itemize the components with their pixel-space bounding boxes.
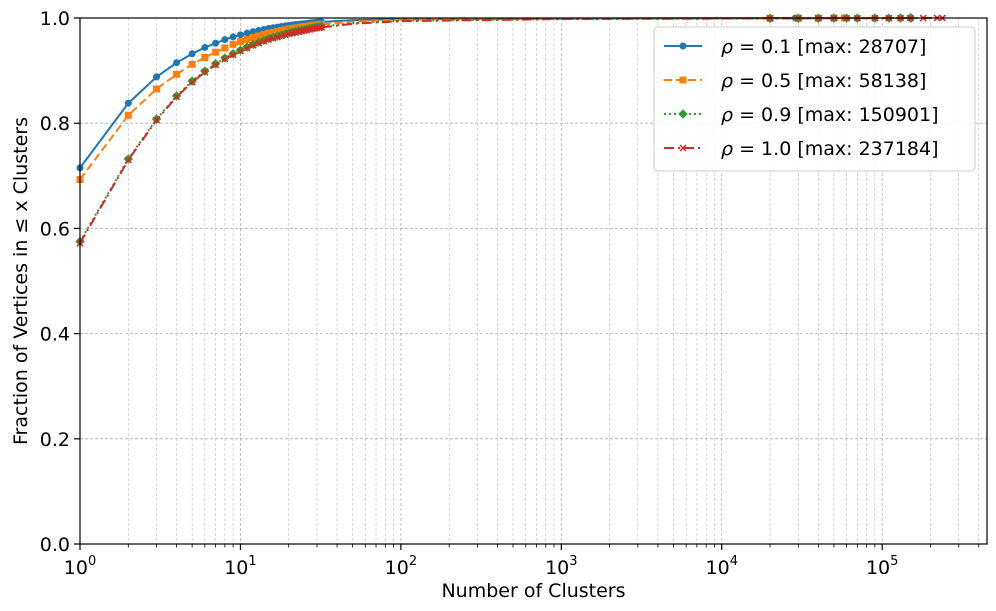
legend-marker bbox=[679, 42, 687, 50]
x-axis-label: Number of Clusters bbox=[441, 580, 625, 602]
data-point bbox=[153, 73, 161, 81]
data-point bbox=[236, 31, 244, 39]
data-point bbox=[212, 39, 220, 47]
data-point bbox=[188, 60, 196, 68]
data-point bbox=[124, 156, 132, 164]
legend-marker bbox=[679, 144, 687, 152]
data-point bbox=[221, 36, 229, 44]
data-point bbox=[236, 38, 244, 46]
data-point bbox=[212, 48, 220, 56]
data-point bbox=[243, 29, 251, 37]
data-point bbox=[255, 39, 263, 47]
data-point bbox=[173, 93, 181, 101]
x-tick-label: 102 bbox=[385, 554, 417, 579]
data-point bbox=[229, 40, 237, 48]
legend-label: ρ = 0.9 [max: 150901] bbox=[721, 104, 939, 126]
x-tick-label: 101 bbox=[224, 554, 256, 579]
data-point bbox=[221, 44, 229, 52]
axis-ticks: 100 101 102 103 104 105 0.0 0.2 0.4 0.6 0.8 1.0 bbox=[40, 8, 980, 579]
x-tick-label: 103 bbox=[545, 554, 577, 579]
data-point bbox=[188, 78, 196, 86]
data-point bbox=[229, 51, 237, 59]
legend-marker bbox=[678, 109, 688, 119]
data-point bbox=[201, 53, 209, 61]
y-axis-label: Fraction of Vertices in ≤ x Clusters bbox=[10, 117, 32, 445]
data-point bbox=[212, 61, 220, 69]
data-point bbox=[249, 41, 257, 49]
legend-item: ρ = 0.9 [max: 150901] bbox=[664, 104, 939, 126]
data-point bbox=[260, 37, 268, 45]
y-tick-label: 0.8 bbox=[40, 113, 70, 135]
legend-marker bbox=[679, 76, 687, 84]
y-tick-label: 0.6 bbox=[40, 218, 70, 240]
x-tick-label: 105 bbox=[866, 554, 898, 579]
legend-label: ρ = 1.0 [max: 237184] bbox=[721, 138, 939, 160]
legend-item: ρ = 1.0 [max: 237184] bbox=[664, 138, 939, 160]
data-point bbox=[243, 44, 251, 52]
y-tick-label: 0.2 bbox=[40, 429, 70, 451]
data-point bbox=[317, 23, 326, 31]
data-point bbox=[173, 70, 181, 78]
data-point bbox=[315, 24, 323, 32]
legend-box bbox=[653, 26, 976, 172]
y-tick-label: 1.0 bbox=[40, 8, 70, 30]
legend-label: ρ = 0.5 [max: 58138] bbox=[721, 70, 926, 92]
data-point bbox=[201, 68, 209, 76]
data-point bbox=[236, 47, 244, 55]
x-tick-label: 104 bbox=[706, 554, 738, 579]
data-point bbox=[188, 50, 196, 58]
data-point bbox=[173, 59, 181, 67]
data-point bbox=[124, 111, 132, 119]
data-point bbox=[153, 85, 161, 93]
legend-label: ρ = 0.1 [max: 28707] bbox=[721, 36, 926, 58]
data-point bbox=[124, 99, 132, 107]
legend: ρ = 0.1 [max: 28707] ρ = 0.5 [max: 58138]… bbox=[653, 26, 976, 172]
x-tick-label: 100 bbox=[64, 554, 96, 579]
data-point bbox=[221, 55, 229, 63]
y-tick-label: 0.4 bbox=[40, 324, 70, 346]
series-layer bbox=[75, 13, 946, 247]
data-point bbox=[229, 33, 237, 41]
data-point bbox=[273, 33, 281, 41]
series-line bbox=[79, 17, 796, 169]
plot-frame bbox=[79, 17, 988, 545]
legend-item: ρ = 0.1 [max: 28707] bbox=[664, 36, 926, 58]
y-tick-label: 0.0 bbox=[40, 534, 70, 556]
legend-item: ρ = 0.5 [max: 58138] bbox=[664, 70, 926, 92]
data-point bbox=[153, 116, 161, 124]
data-point bbox=[201, 43, 209, 51]
series-1.0 bbox=[76, 14, 946, 247]
data-point bbox=[243, 35, 251, 43]
